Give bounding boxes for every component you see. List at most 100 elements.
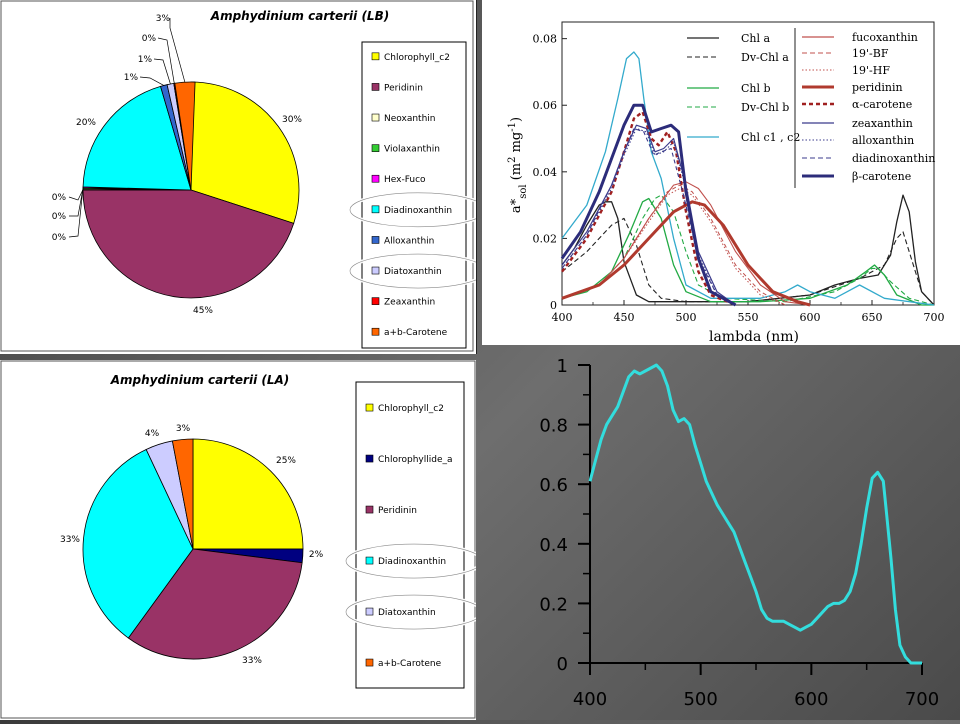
pie-slice-a-b-carotene bbox=[171, 438, 194, 550]
legend-swatch-diadinoxanthin bbox=[365, 556, 374, 565]
legend-swatch-chlorophyll-c2 bbox=[371, 52, 380, 61]
pie-label-a-b-carotene: 3% bbox=[156, 14, 171, 24]
pie-slice-a-b-carotene bbox=[174, 81, 196, 191]
pie-label-neoxanthin: 0% bbox=[52, 193, 67, 203]
legend-label-chlorophyllide-a: Chlorophyllide_a bbox=[378, 455, 453, 465]
pie-label-chlorophyll-c2: 25% bbox=[276, 456, 296, 466]
pie-leader-line bbox=[68, 187, 84, 238]
legend-swatch-chlorophyllide-a bbox=[365, 454, 374, 463]
pie-slice-peridinin bbox=[127, 548, 303, 660]
pie-chart-la-panel: Amphydinium carterii (LA) 25% 2% 33% 33% 4% 3… bbox=[0, 360, 484, 720]
spectra-series-carotene bbox=[560, 103, 737, 307]
legend-label-violaxanthin: Violaxanthin bbox=[384, 145, 440, 155]
legend-swatch-zeaxanthin bbox=[371, 297, 380, 305]
abs-y-tick-label: 0.4 bbox=[539, 535, 568, 556]
legend-label-diatoxanthin: Diatoxanthin bbox=[384, 267, 442, 277]
legend-label-peridinin: Peridinin bbox=[384, 83, 423, 93]
spectra-legend-chl-a: Chl a bbox=[741, 32, 771, 45]
pie-label-chlorophyllide-a: 2% bbox=[309, 550, 324, 560]
pie-leader-line bbox=[153, 58, 171, 85]
abs-x-tick-label: 600 bbox=[794, 689, 828, 710]
abs-y-tick-label: 0.2 bbox=[539, 594, 568, 615]
spectra-x-tick-label: 600 bbox=[800, 311, 821, 324]
legend-swatch-neoxanthin bbox=[371, 113, 380, 122]
pie-label-diatoxanthin: 1% bbox=[138, 55, 153, 65]
abs-y-tick-label: 0 bbox=[557, 654, 568, 675]
spectra-legend-19-hf: 19'-HF bbox=[852, 64, 890, 77]
pie-leader-line bbox=[68, 189, 84, 201]
pie-label-a-b-carotene: 3% bbox=[176, 424, 191, 434]
legend-swatch-a-b-carotene bbox=[371, 327, 380, 336]
spectra-legend-alloxanthin: alloxanthin bbox=[852, 134, 914, 147]
legend-label-diatoxanthin: Diatoxanthin bbox=[378, 608, 436, 618]
legend-label-hex-fuco: Hex-Fuco bbox=[384, 175, 426, 185]
spectra-x-tick-label: 650 bbox=[862, 311, 883, 324]
spectra-series-carotene bbox=[561, 110, 737, 307]
legend-swatch-a-b-carotene bbox=[365, 658, 374, 667]
spectra-legend-chl-c1-c2: Chl c1 , c2 bbox=[741, 131, 800, 144]
spectra-legend-dv-chl-b: Dv-Chl b bbox=[741, 101, 789, 114]
legend-swatch-diadinoxanthin bbox=[371, 205, 380, 214]
legend-swatch-violaxanthin bbox=[371, 144, 380, 152]
legend-swatch-peridinin bbox=[365, 505, 374, 514]
spectra-x-tick-label: 700 bbox=[924, 311, 945, 324]
pie-label-zeaxanthin: 0% bbox=[142, 34, 157, 44]
absorption-chart: 0 0.2 0.4 0.6 0.8 1 400 500 600 700 bbox=[539, 356, 939, 710]
abs-series-line bbox=[588, 363, 922, 665]
spectra-series-fucoxanthin bbox=[561, 181, 811, 306]
legend-label-diadinoxanthin: Diadinoxanthin bbox=[378, 557, 446, 567]
pie-slice-diadinoxanthin bbox=[82, 448, 194, 639]
pie-label-diadinoxanthin: 20% bbox=[76, 118, 96, 128]
spectra-y-tick-label: 0 bbox=[550, 299, 557, 312]
legend-label-neoxanthin: Neoxanthin bbox=[384, 114, 435, 124]
legend-label-a-b-carotene: a+b-Carotene bbox=[378, 659, 442, 669]
legend-label-diadinoxanthin: Diadinoxanthin bbox=[384, 206, 452, 216]
pie-label-violaxanthin: 0% bbox=[52, 212, 67, 222]
spectra-y-tick-label: 0.04 bbox=[533, 166, 558, 179]
pie-leader-line bbox=[157, 37, 175, 84]
abs-y-tick-label: 0.6 bbox=[539, 475, 568, 496]
pie-label-diadinoxanthin: 33% bbox=[60, 535, 80, 545]
spectra-series-19-hf bbox=[561, 188, 786, 306]
legend-label-a-b-carotene: a+b-Carotene bbox=[384, 328, 448, 338]
pie-legend-box bbox=[355, 381, 465, 689]
abs-x-tick-label: 700 bbox=[905, 689, 939, 710]
pie-label-hex-fuco: 0% bbox=[52, 233, 67, 243]
abs-x-tick-label: 400 bbox=[573, 689, 607, 710]
pie-slice-peridinin bbox=[82, 189, 295, 299]
spectra-legend-fucoxanthin: fucoxanthin bbox=[852, 31, 918, 44]
abs-y-tick-label: 1 bbox=[557, 356, 568, 377]
pie-leader-line bbox=[139, 76, 164, 86]
spectra-legend-zeaxanthin: zeaxanthin bbox=[852, 117, 913, 130]
pie-lb-title: Amphydinium carterii (LB) bbox=[210, 9, 389, 23]
legend-swatch-peridinin bbox=[371, 83, 380, 91]
legend-swatch-alloxanthin bbox=[371, 236, 380, 244]
spectra-legend-carotene: β-carotene bbox=[852, 170, 911, 183]
absorption-chart-panel: 0 0.2 0.4 0.6 0.8 1 400 500 600 700 bbox=[490, 350, 960, 720]
spectra-legend-diadinoxanthin: diadinoxanthin bbox=[852, 152, 935, 165]
pie-label-alloxanthin: 1% bbox=[124, 73, 139, 83]
pie-label-chlorophyll-c2: 30% bbox=[282, 115, 302, 125]
spectra-legend-chl-b: Chl b bbox=[741, 82, 771, 95]
spectra-legend-dv-chl-a: Dv-Chl a bbox=[741, 51, 789, 64]
legend-swatch-diatoxanthin bbox=[371, 266, 380, 275]
legend-label-zeaxanthin: Zeaxanthin bbox=[384, 298, 435, 308]
legend-label-alloxanthin: Alloxanthin bbox=[384, 236, 434, 246]
abs-y-tick-label: 0.8 bbox=[539, 416, 568, 437]
spectra-y-tick-label: 0.08 bbox=[533, 33, 558, 46]
pie-label-peridinin: 45% bbox=[193, 306, 213, 316]
pie-chart-la: Amphydinium carterii (LA) 25% 2% 33% 33% 4% 3… bbox=[0, 360, 484, 719]
pie-chart-lb: Amphydinium carterii (LB) 30% 45% 0% 0% 0% 20… bbox=[0, 0, 488, 352]
spectra-x-tick-label: 400 bbox=[552, 311, 573, 324]
legend-swatch-chlorophyll-c2 bbox=[365, 403, 374, 412]
pie-label-peridinin: 33% bbox=[242, 656, 262, 666]
legend-swatch-diatoxanthin bbox=[365, 607, 374, 616]
spectra-series-chl-c1-c2 bbox=[561, 51, 935, 306]
spectra-y-tick-label: 0.06 bbox=[533, 99, 558, 112]
pigment-spectra-chart: 400 450 500 550 600 650 700 0 0.02 0.04 0.06 0.08 C… bbox=[507, 21, 945, 345]
spectra-y-label: a*sol (m2 mg-1) bbox=[507, 117, 529, 213]
pie-leader-line bbox=[169, 18, 186, 83]
spectra-series-peridinin bbox=[561, 200, 811, 307]
pie-leader-line bbox=[69, 188, 84, 217]
spectra-legend-peridinin: peridinin bbox=[852, 81, 903, 94]
